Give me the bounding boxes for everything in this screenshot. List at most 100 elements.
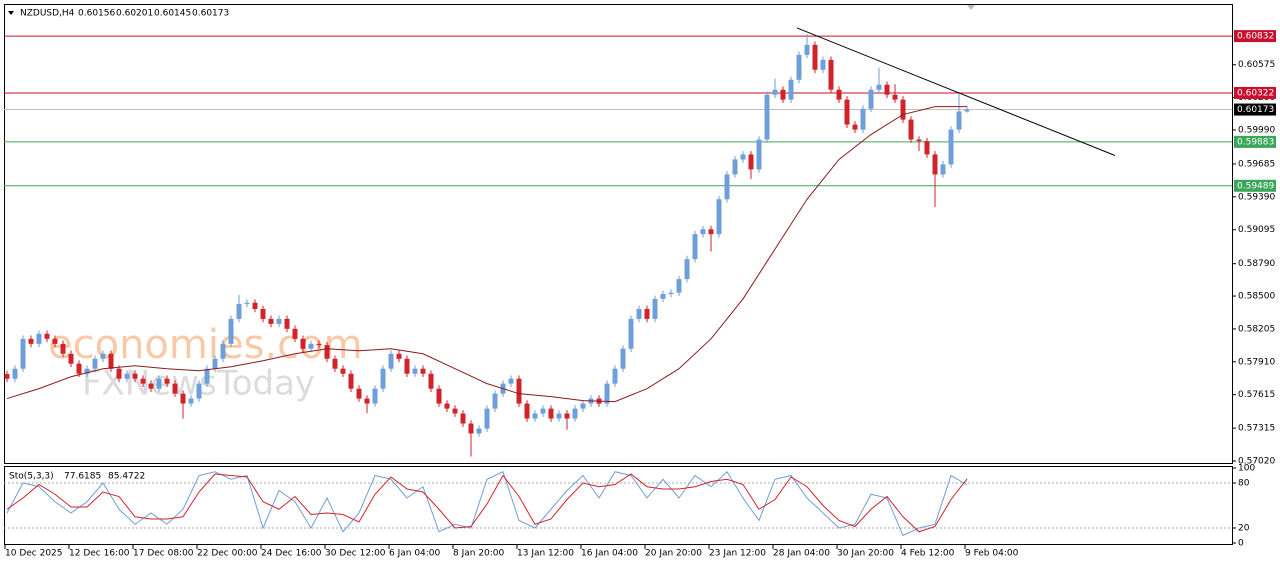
candle-body [836,89,842,100]
candle-body [764,94,770,140]
y-tick-label: 100 [1238,464,1255,474]
candle-body [348,373,354,389]
candle-body [556,413,562,419]
candle-body [220,343,226,359]
main-panel [4,4,1233,464]
indicator-title: Sto(5,3,3) [9,472,54,482]
candle-body [236,303,242,319]
y-tick-label: 0.57315 [1238,424,1275,434]
x-tick-label: 12 Dec 16:00 [69,549,130,559]
y-tick-label: 0.59990 [1238,125,1275,135]
candle-body [212,358,218,369]
candle-body [820,59,826,70]
level-label: 0.59489 [1237,181,1274,191]
candle-body [604,383,610,404]
y-tick-label: 0.58500 [1238,292,1275,302]
y-tick-label: 0.60575 [1238,60,1275,70]
candle-body [708,229,714,235]
candle-body [260,308,266,319]
candle-body [580,403,586,409]
candle-body [308,343,314,349]
price-label-box [1234,103,1276,116]
candle-body [660,294,666,299]
candle-body [52,338,58,344]
candle-body [612,368,618,384]
candle-body [916,139,922,142]
y-tick-label: 0.58790 [1238,259,1275,269]
level-label-box [1234,86,1276,99]
candle-body [684,259,690,280]
y-tick-label: 0.59095 [1238,225,1275,235]
candle-body [372,388,378,404]
candle-body [228,318,234,344]
stochastic-panel [4,466,1233,545]
close-value: 0.60173 [192,9,229,19]
moving-average [6,106,967,403]
candle-body [180,393,186,404]
candle-body [428,373,434,389]
candle-body [356,388,362,399]
x-tick-label: 23 Jan 12:00 [709,549,766,559]
stoch-signal-value: 85.4722 [108,472,145,482]
candle-body [796,54,802,80]
candle-body [36,333,42,344]
x-tick-label: 20 Jan 20:00 [645,549,702,559]
candle-body [204,368,210,384]
y-tick-label: 20 [1238,524,1250,534]
candle-body [812,44,818,70]
candle-body [140,378,146,384]
candle-body [700,229,706,235]
x-tick-label: 6 Jan 04:00 [389,549,441,559]
candle-body [196,383,202,399]
candle-body [164,378,170,384]
candle-body [748,154,754,170]
candle-body [876,84,882,90]
candle-body [484,408,490,429]
x-tick-label: 22 Dec 00:00 [197,549,258,559]
candle-body [268,318,274,324]
low-value: 0.60145 [154,9,191,19]
candle-body [252,302,258,309]
candle-body [948,129,954,165]
level-label-box [1234,135,1276,148]
candle-body [732,159,738,175]
candle-body [44,333,50,339]
candle-body [932,154,938,175]
candle-body [284,318,290,329]
candle-body [380,368,386,389]
candle-body [508,378,514,384]
candle-body [420,368,426,374]
candle-body [548,408,554,419]
level-label-box [1234,30,1276,43]
candle-body [172,383,178,394]
candle-body [100,353,106,359]
candle-body [564,413,570,419]
candle-body [804,44,810,55]
shift-marker [967,5,975,10]
candle-body [524,403,530,419]
x-tick-label: 30 Jan 20:00 [837,549,894,559]
candle-body [676,279,682,293]
candle-body [540,408,546,414]
x-tick-label: 17 Dec 08:00 [133,549,194,559]
candle-body [4,374,10,379]
x-tick-label: 4 Feb 12:00 [901,549,955,559]
candle-body [364,398,370,404]
x-tick-label: 24 Dec 16:00 [261,549,322,559]
level-label: 0.60322 [1237,88,1274,98]
candle-body [452,408,458,414]
candle-body [644,308,650,319]
candle-body [468,423,474,434]
candle-body [532,413,538,419]
level-label: 0.60832 [1237,32,1274,42]
candle-body [772,89,778,95]
candle-body [844,99,850,125]
candle-body [244,302,250,304]
y-tick-label: 0.57910 [1238,357,1275,367]
candle-body [900,99,906,120]
price-label: 0.60173 [1237,105,1274,115]
x-tick-label: 13 Jan 12:00 [517,549,574,559]
